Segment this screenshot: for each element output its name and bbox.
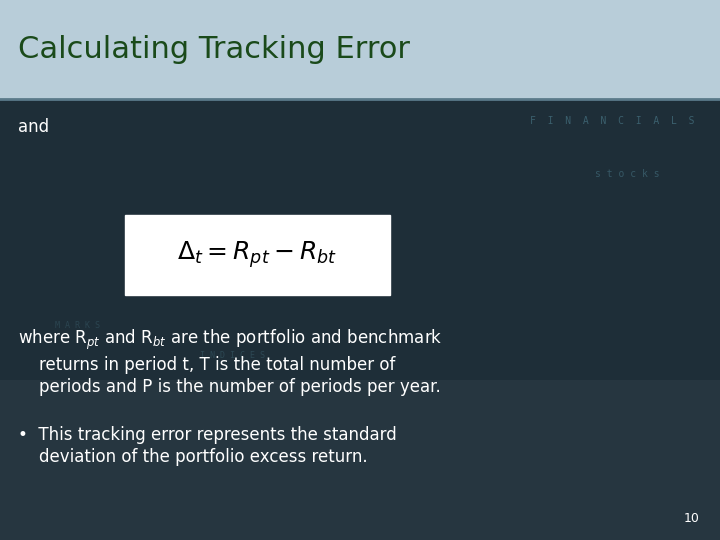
Text: $\Delta_t = R_{pt} - R_{bt}$: $\Delta_t = R_{pt} - R_{bt}$ bbox=[177, 240, 338, 271]
Text: •  This tracking error represents the standard: • This tracking error represents the sta… bbox=[18, 426, 397, 444]
Text: deviation of the portfolio excess return.: deviation of the portfolio excess return… bbox=[18, 448, 368, 466]
Text: s t o c k s: s t o c k s bbox=[595, 169, 660, 179]
Text: where R$_{pt}$ and R$_{bt}$ are the portfolio and benchmark: where R$_{pt}$ and R$_{bt}$ are the port… bbox=[18, 328, 443, 352]
Bar bbox=[0, 380, 720, 540]
Text: and: and bbox=[18, 118, 49, 136]
Text: F  I  N  A  N  C  I  A  L  S: F I N A N C I A L S bbox=[531, 116, 695, 126]
Bar bbox=[125, 215, 390, 295]
Text: Calculating Tracking Error: Calculating Tracking Error bbox=[18, 35, 410, 64]
Text: 10: 10 bbox=[684, 511, 700, 524]
Bar bbox=[0, 0, 720, 99]
Text: M A R K S: M A R K S bbox=[55, 321, 100, 329]
Text: returns in period t, T is the total number of: returns in period t, T is the total numb… bbox=[18, 356, 395, 374]
Text: periods and P is the number of periods per year.: periods and P is the number of periods p… bbox=[18, 378, 441, 396]
Text: I N D I C E S: I N D I C E S bbox=[200, 350, 265, 360]
